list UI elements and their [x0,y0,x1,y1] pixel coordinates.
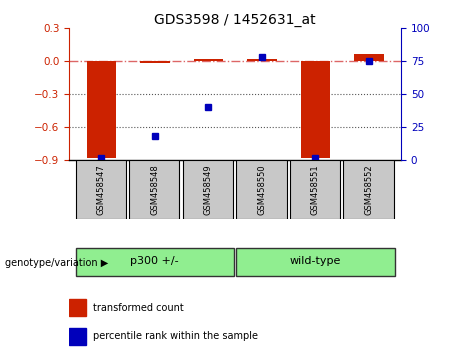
Bar [129,160,179,219]
Text: p300 +/-: p300 +/- [130,256,179,266]
Text: GSM458551: GSM458551 [311,164,320,215]
Bar [236,248,395,276]
Text: genotype/variation ▶: genotype/variation ▶ [5,258,108,268]
Bar [247,59,277,61]
Bar [236,160,286,219]
Bar [76,248,234,276]
Text: GSM458548: GSM458548 [150,164,160,215]
Title: GDS3598 / 1452631_at: GDS3598 / 1452631_at [154,13,316,27]
Bar [69,299,86,316]
Bar [69,328,86,345]
Text: GSM458552: GSM458552 [365,164,373,215]
Bar [290,160,340,219]
Bar [301,61,330,158]
Bar [354,53,384,61]
Text: wild-type: wild-type [290,256,341,266]
Bar [183,160,233,219]
Text: percentile rank within the sample: percentile rank within the sample [93,331,258,341]
Text: transformed count: transformed count [93,303,184,313]
Bar [343,160,394,219]
Bar [76,160,126,219]
Bar [87,61,116,158]
Bar [140,61,170,63]
Bar [194,59,223,61]
Text: GSM458550: GSM458550 [257,164,266,215]
Text: GSM458547: GSM458547 [97,164,106,215]
Text: GSM458549: GSM458549 [204,164,213,215]
